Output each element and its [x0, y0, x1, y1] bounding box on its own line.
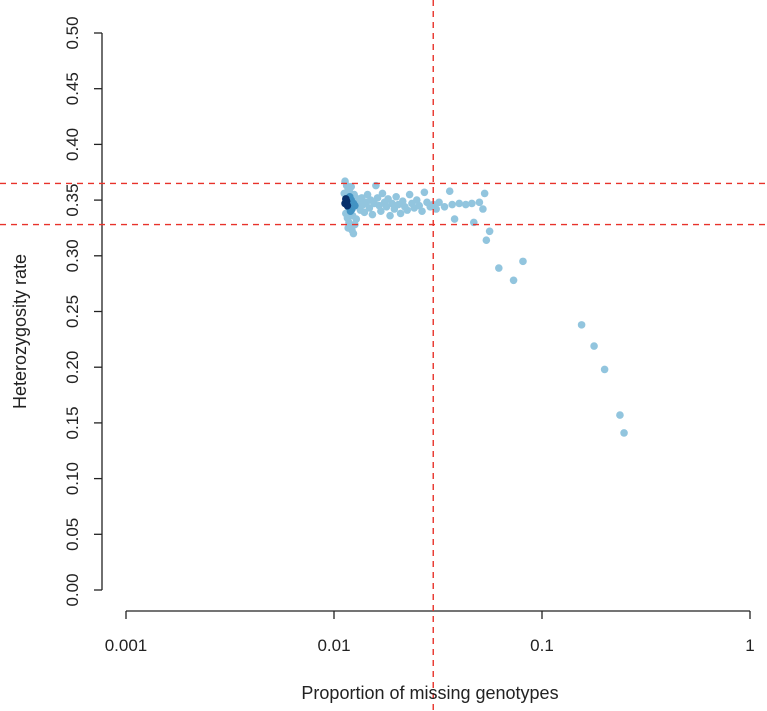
data-point: [396, 209, 405, 218]
x-tick-label: 1: [745, 636, 754, 655]
data-point: [455, 199, 464, 208]
y-tick-label: 0.15: [63, 406, 82, 439]
data-point: [349, 229, 358, 238]
data-point: [418, 207, 426, 216]
data-point: [450, 215, 459, 223]
data-point: [360, 208, 369, 217]
data-point: [342, 195, 350, 203]
x-axis-title: Proportion of missing genotypes: [301, 683, 558, 703]
data-point: [448, 200, 456, 209]
data-point: [440, 202, 449, 211]
y-tick-label: 0.40: [63, 128, 82, 161]
scatter-points: [340, 177, 628, 437]
x-ticks: 0.001 0.01 0.1 1: [105, 611, 755, 655]
y-ticks: 0.00 0.05 0.10 0.15 0.20 0.25 0.30 0.35 0.40 0.45…: [63, 16, 102, 607]
data-point: [509, 276, 518, 285]
data-point: [347, 182, 356, 191]
data-point: [577, 321, 586, 329]
x-tick-label: 0.01: [317, 636, 350, 655]
data-point: [482, 236, 491, 245]
data-point: [420, 188, 429, 197]
y-tick-label: 0.50: [63, 16, 82, 49]
data-point: [485, 227, 494, 236]
y-tick-label: 0.25: [63, 295, 82, 328]
data-point: [461, 200, 470, 209]
data-point: [363, 190, 372, 199]
y-tick-label: 0.20: [63, 351, 82, 384]
data-point: [343, 201, 352, 210]
data-point: [368, 210, 377, 219]
data-point: [480, 189, 489, 198]
y-tick-label: 0.00: [63, 573, 82, 606]
data-point: [445, 187, 454, 195]
data-point: [365, 204, 374, 212]
x-tick-label: 0.1: [530, 636, 554, 655]
data-point: [435, 198, 443, 207]
data-point: [468, 199, 476, 208]
x-tick-label: 0.001: [105, 636, 148, 655]
data-point: [495, 264, 503, 272]
y-axis-title: Heterozygosity rate: [10, 254, 30, 409]
y-tick-label: 0.45: [63, 72, 82, 105]
data-point: [386, 211, 394, 220]
data-point: [392, 192, 400, 201]
data-point: [373, 194, 382, 202]
data-point: [346, 207, 355, 216]
data-point: [344, 224, 352, 232]
data-point: [403, 206, 412, 214]
data-point: [351, 201, 359, 210]
data-point: [432, 205, 441, 213]
data-point: [590, 342, 598, 350]
y-tick-label: 0.10: [63, 462, 82, 495]
data-point: [620, 429, 628, 437]
data-point: [378, 189, 387, 198]
data-point: [377, 207, 385, 216]
data-point: [475, 198, 484, 207]
y-tick-label: 0.05: [63, 518, 82, 551]
y-tick-label: 0.35: [63, 184, 82, 217]
data-point: [519, 257, 527, 266]
y-tick-label: 0.30: [63, 239, 82, 272]
data-point: [600, 365, 609, 374]
data-point: [479, 205, 487, 213]
data-point: [616, 411, 624, 419]
data-point: [405, 190, 414, 199]
axes: 0.00 0.05 0.10 0.15 0.20 0.25 0.30 0.35 0.40 0.45…: [63, 16, 755, 655]
